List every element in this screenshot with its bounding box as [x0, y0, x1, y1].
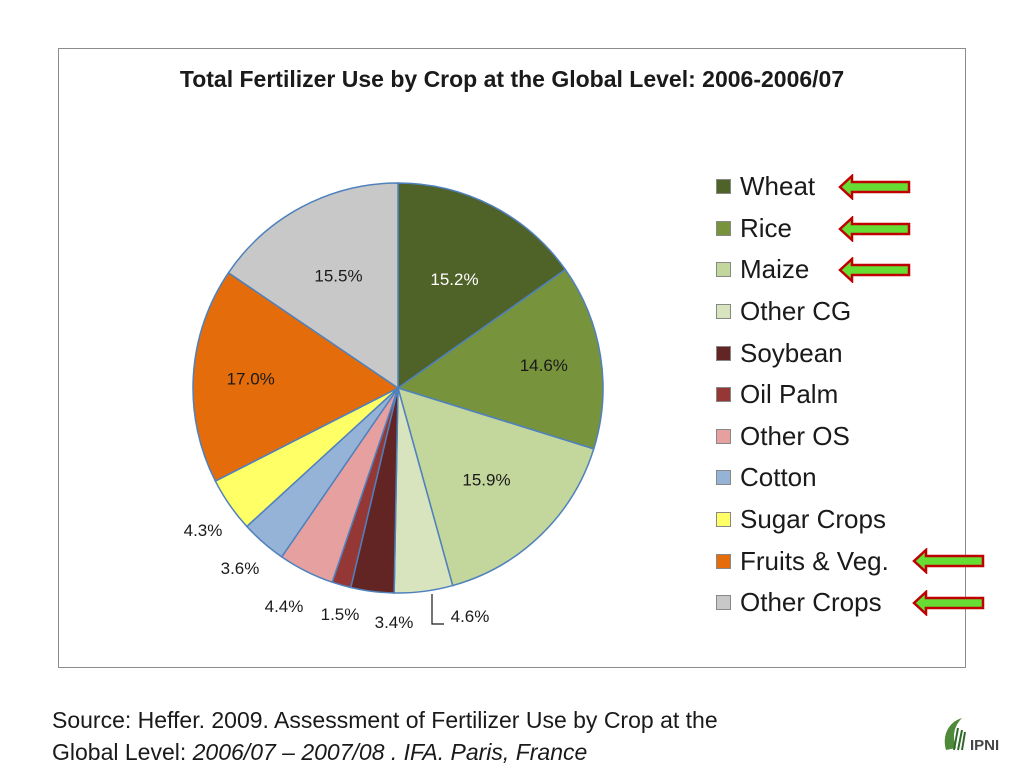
- legend-label-rice: Rice: [740, 212, 793, 243]
- left-arrow-icon: [912, 589, 985, 616]
- legend-item-rice: Rice: [716, 208, 911, 250]
- legend-swatch-soybean: [716, 345, 731, 361]
- source-line-2-prefix: Global Level:: [52, 739, 193, 765]
- legend-label-soybean: Soybean: [740, 337, 843, 368]
- source-line-2: Global Level: 2006/07 – 2007/08 . IFA. P…: [52, 736, 932, 768]
- legend-item-wheat: Wheat: [716, 166, 911, 208]
- pie-slice-wheat: [397, 182, 567, 390]
- legend-swatch-cotton: [716, 470, 731, 486]
- source-line-1: Source: Heffer. 2009. Assessment of Fert…: [52, 707, 718, 733]
- legend-label-wheat: Wheat: [740, 171, 816, 202]
- data-label-other-crops: 15.5%: [314, 267, 362, 286]
- legend-label-cotton: Cotton: [740, 462, 817, 493]
- legend-label-other-crops: Other Crops: [740, 587, 882, 618]
- left-arrow-icon: [838, 257, 911, 284]
- pie-slice-maize: [396, 386, 595, 587]
- legend-swatch-other-cg: [716, 304, 731, 320]
- left-arrow-icon: [838, 215, 911, 242]
- legend-swatch-maize: [716, 262, 731, 278]
- data-label-wheat: 15.2%: [430, 270, 478, 289]
- pie-slice-fruits-veg: [192, 271, 400, 483]
- legend-label-sugar-crops: Sugar Crops: [740, 504, 886, 535]
- source-note: Source: Heffer. 2009. Assessment of Fert…: [52, 704, 932, 768]
- legend-swatch-sugar-crops: [716, 512, 731, 528]
- ipni-logo: IPNI: [944, 718, 999, 754]
- chart-frame: [58, 48, 966, 668]
- data-label-fruits-veg: 17.0%: [227, 370, 275, 389]
- left-arrow-icon: [838, 174, 911, 200]
- pie-slice-other-crops: [227, 182, 399, 390]
- legend-item-soybean: Soybean: [716, 332, 889, 374]
- data-label-soybean: 3.4%: [375, 613, 414, 632]
- data-label-other-os: 4.4%: [265, 597, 304, 616]
- legend-item-maize: Maize: [716, 249, 911, 291]
- chart-title: Total Fertilizer Use by Crop at the Glob…: [179, 66, 845, 92]
- legend-label-maize: Maize: [740, 254, 810, 285]
- legend-swatch-wheat: [716, 179, 731, 195]
- leader-line-other-cg: [431, 594, 444, 625]
- data-label-oil-palm: 1.5%: [321, 605, 360, 624]
- legend-label-oil-palm: Oil Palm: [740, 379, 839, 410]
- data-label-other-cg: 4.6%: [451, 607, 490, 626]
- legend-item-oil-palm: Oil Palm: [716, 374, 889, 416]
- legend-item-cotton: Cotton: [716, 457, 889, 499]
- legend-label-other-cg: Other CG: [740, 296, 852, 327]
- ipni-logo-leaf-icon: [944, 718, 962, 750]
- legend-swatch-other-crops: [716, 595, 731, 611]
- data-label-rice: 14.6%: [520, 356, 568, 375]
- legend-swatch-oil-palm: [716, 387, 731, 403]
- data-label-maize: 15.9%: [462, 470, 510, 489]
- pie-slice-rice: [396, 268, 604, 450]
- ipni-logo-text: IPNI: [970, 737, 999, 754]
- source-line-2-italic: 2006/07 – 2007/08 . IFA. Paris, France: [192, 739, 588, 765]
- legend: Wheat Rice Maize Other CG Soybean Oil Palm Oth…: [716, 166, 985, 624]
- legend-item-sugar-crops: Sugar Crops: [716, 499, 889, 541]
- legend-swatch-fruits-veg: [716, 553, 731, 569]
- left-arrow-icon: [912, 548, 985, 575]
- legend-item-fruits-veg: Fruits & Veg.: [716, 540, 985, 582]
- data-label-sugar-crops: 4.3%: [184, 521, 223, 540]
- legend-swatch-rice: [716, 220, 731, 236]
- data-label-cotton: 3.6%: [221, 559, 260, 578]
- legend-item-other-cg: Other CG: [716, 291, 889, 333]
- ipni-logo-stalks-icon: [953, 727, 966, 751]
- legend-swatch-other-os: [716, 428, 731, 444]
- legend-label-other-os: Other OS: [740, 420, 850, 451]
- legend-item-other-os: Other OS: [716, 416, 889, 458]
- legend-item-other-crops: Other Crops: [716, 582, 985, 624]
- legend-label-fruits-veg: Fruits & Veg.: [740, 545, 889, 576]
